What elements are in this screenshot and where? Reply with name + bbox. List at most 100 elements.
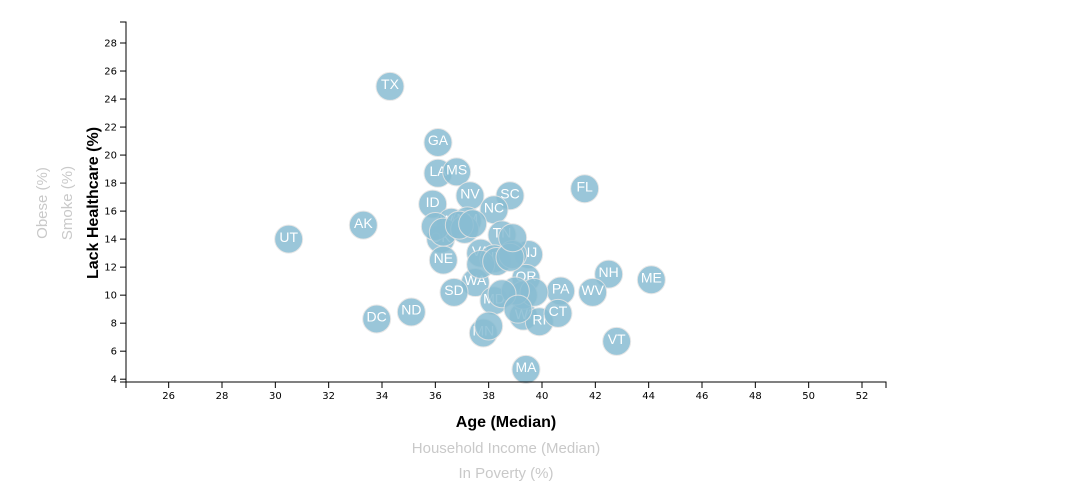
state-abbr-label: SD	[444, 282, 463, 298]
y-axis: 4 6 8 10 12 14 16 18 20 22 24 26 28	[104, 21, 127, 386]
x-tick-label: 32	[322, 391, 335, 402]
state-abbr-label: NV	[460, 185, 480, 201]
y-tick-label: 20	[104, 151, 117, 162]
y-tick-label: 4	[111, 375, 117, 386]
state-marker[interactable]: PA	[546, 276, 576, 306]
x-tick-label: 26	[162, 391, 175, 402]
plot-area: TXGALAMSFLNVSCIDNCAKWYNMOKTNVANJNENYNHME…	[274, 71, 666, 384]
state-circle[interactable]	[442, 157, 472, 187]
state-abbr-label: ND	[401, 302, 421, 318]
state-circle[interactable]	[578, 277, 608, 307]
state-abbr-label: SC	[500, 185, 519, 201]
x-axis-line	[125, 381, 887, 388]
x-tick-label: 48	[749, 391, 762, 402]
state-circle[interactable]	[602, 326, 632, 356]
state-abbr-label: CT	[549, 303, 568, 319]
state-circle[interactable]	[348, 210, 378, 240]
state-circle[interactable]	[498, 223, 528, 253]
state-marker[interactable]: GA	[423, 127, 453, 157]
state-abbr-label: NE	[434, 250, 453, 266]
y-tick-label: 12	[104, 263, 117, 274]
state-marker[interactable]	[474, 311, 504, 341]
x-tick: 40	[536, 382, 548, 402]
state-abbr-label: UT	[279, 229, 298, 245]
x-tick: 50	[802, 382, 815, 402]
y-tick-label: 6	[111, 347, 117, 358]
state-marker[interactable]: SD	[439, 277, 469, 307]
state-circle[interactable]	[362, 304, 392, 334]
state-marker[interactable]: WV	[578, 277, 608, 307]
state-circle[interactable]	[503, 294, 533, 324]
x-tick: 52	[856, 382, 869, 402]
state-marker[interactable]: FL	[570, 174, 600, 204]
state-marker[interactable]: AK	[348, 210, 378, 240]
state-abbr-label: VT	[608, 331, 626, 347]
state-circle[interactable]	[375, 71, 405, 101]
x-tick-label: 36	[429, 391, 442, 402]
state-marker[interactable]	[498, 223, 528, 253]
state-abbr-label: GA	[428, 132, 449, 148]
state-circle[interactable]	[458, 209, 488, 239]
state-circle[interactable]	[474, 311, 504, 341]
y-tick-label: 26	[104, 67, 117, 78]
state-marker[interactable]: MS	[442, 157, 472, 187]
x-tick-label: 42	[589, 391, 602, 402]
state-circle[interactable]	[439, 277, 469, 307]
state-abbr-label: DC	[367, 309, 387, 325]
state-marker[interactable]	[458, 209, 488, 239]
y-tick: 18	[104, 179, 126, 190]
y-tick-label: 8	[111, 319, 117, 330]
x-axis-label-age[interactable]: Age (Median)	[456, 414, 556, 431]
y-tick: 24	[104, 95, 126, 106]
x-tick: 44	[642, 382, 655, 402]
state-marker[interactable]: MA	[511, 354, 541, 384]
x-tick-label: 44	[642, 391, 655, 402]
state-abbr-label: PA	[552, 281, 570, 297]
state-circle[interactable]	[396, 297, 426, 327]
y-axis-line	[120, 21, 127, 383]
x-tick: 34	[376, 382, 389, 402]
state-marker[interactable]: ND	[396, 297, 426, 327]
x-axis-label-income[interactable]: Household Income (Median)	[412, 440, 600, 457]
state-abbr-label: WV	[581, 282, 604, 298]
state-circle[interactable]	[274, 224, 304, 254]
state-abbr-label: TX	[381, 76, 400, 92]
x-tick-label: 38	[482, 391, 495, 402]
state-circle[interactable]	[543, 298, 573, 328]
x-tick: 46	[696, 382, 709, 402]
x-tick-label: 52	[856, 391, 869, 402]
state-abbr-label: AK	[354, 215, 373, 231]
y-axis-label-smoke[interactable]: Smoke (%)	[59, 166, 76, 240]
state-abbr-label: MS	[446, 162, 467, 178]
y-axis-label-healthcare[interactable]: Lack Healthcare (%)	[85, 127, 102, 279]
state-circle[interactable]	[636, 265, 666, 295]
x-tick: 48	[749, 382, 762, 402]
state-marker[interactable]: ME	[636, 265, 666, 295]
x-tick: 38	[482, 382, 495, 402]
state-marker[interactable]: NE	[428, 245, 458, 275]
x-tick-label: 46	[696, 391, 709, 402]
state-marker[interactable]	[503, 294, 533, 324]
state-circle[interactable]	[423, 127, 453, 157]
state-circle[interactable]	[570, 174, 600, 204]
x-tick: 30	[269, 382, 282, 402]
state-marker[interactable]: UT	[274, 224, 304, 254]
y-tick: 14	[104, 235, 126, 246]
x-tick-label: 34	[376, 391, 389, 402]
state-circle[interactable]	[511, 354, 541, 384]
state-abbr-label: NH	[599, 264, 619, 280]
state-marker[interactable]: DC	[362, 304, 392, 334]
y-tick-label: 16	[104, 207, 117, 218]
x-axis-label-poverty[interactable]: In Poverty (%)	[458, 465, 553, 482]
state-marker[interactable]: TX	[375, 71, 405, 101]
y-tick: 16	[104, 207, 126, 218]
x-tick: 32	[322, 382, 335, 402]
y-tick: 12	[104, 263, 126, 274]
state-marker[interactable]: VT	[602, 326, 632, 356]
y-tick: 6	[111, 347, 126, 358]
state-marker[interactable]: CT	[543, 298, 573, 328]
y-axis-label-obese[interactable]: Obese (%)	[34, 167, 51, 239]
x-axis: 26 28 30 32 34 36 38 40 42 44 46 48 50 52	[125, 381, 887, 402]
state-marker[interactable]: NV	[455, 181, 485, 211]
